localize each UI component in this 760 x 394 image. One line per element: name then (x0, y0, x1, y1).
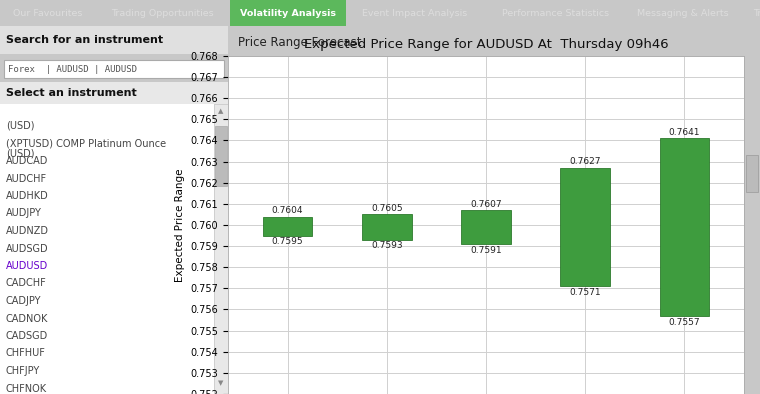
Bar (215, 126, 227, 186)
Text: AUDUSD: AUDUSD (6, 261, 48, 271)
Text: Messaging & Alerts: Messaging & Alerts (637, 9, 729, 17)
Text: (USD): (USD) (6, 121, 34, 131)
Text: Performance Statistics: Performance Statistics (502, 9, 609, 17)
Text: 0.7595: 0.7595 (272, 237, 303, 246)
Text: 0.7605: 0.7605 (371, 204, 403, 213)
Bar (0, 82, 228, 104)
Text: AUDHKD: AUDHKD (6, 191, 49, 201)
Text: 0.7627: 0.7627 (569, 157, 601, 166)
Text: AUDSGD: AUDSGD (6, 243, 49, 253)
Bar (263, 217, 312, 236)
Text: Our Favourites: Our Favourites (13, 9, 82, 17)
Text: AUDCAD: AUDCAD (6, 156, 49, 166)
Text: Event Impact Analysis: Event Impact Analysis (363, 9, 467, 17)
Text: CHFNOK: CHFNOK (6, 383, 47, 394)
Text: CHFHUF: CHFHUF (6, 349, 46, 359)
Text: AUDCHF: AUDCHF (6, 173, 47, 184)
Text: CADNOK: CADNOK (6, 314, 49, 323)
Text: AUDJPY: AUDJPY (6, 208, 42, 219)
Text: CADSGD: CADSGD (6, 331, 48, 341)
Text: Forex  | AUDUSD | AUDUSD: Forex | AUDUSD | AUDUSD (8, 65, 137, 74)
Text: Select an instrument: Select an instrument (6, 88, 137, 98)
Text: 0.7591: 0.7591 (470, 246, 502, 255)
Bar (461, 210, 511, 244)
Bar (4, 60, 224, 78)
Text: 0.7604: 0.7604 (272, 206, 303, 215)
Text: ▲: ▲ (218, 108, 223, 114)
Text: 0.7641: 0.7641 (669, 128, 700, 137)
Text: Volatility Analysis: Volatility Analysis (240, 9, 336, 17)
Text: 0.7571: 0.7571 (569, 288, 601, 297)
Bar (746, 155, 758, 191)
Text: CADCHF: CADCHF (6, 279, 47, 288)
Bar (560, 168, 610, 286)
Bar (362, 214, 412, 240)
Text: Trading Community: Trading Community (753, 9, 760, 17)
Text: 0.7557: 0.7557 (669, 318, 700, 327)
Bar (0, 104, 214, 394)
Title: Expected Price Range for AUDUSD At  Thursday 09h46: Expected Price Range for AUDUSD At Thurs… (304, 38, 668, 51)
Text: ▼: ▼ (218, 380, 223, 386)
Text: CADJPY: CADJPY (6, 296, 42, 306)
Bar (214, 104, 228, 394)
Text: Trading Opportunities: Trading Opportunities (111, 9, 214, 17)
Bar (230, 0, 346, 26)
Text: 0.7607: 0.7607 (470, 199, 502, 208)
Bar (0, 26, 228, 54)
Bar (660, 138, 709, 316)
Text: Search for an instrument: Search for an instrument (6, 35, 163, 45)
Text: (USD): (USD) (6, 149, 34, 158)
Y-axis label: Expected Price Range: Expected Price Range (175, 168, 185, 282)
Text: (XPTUSD) COMP Platinum Ounce: (XPTUSD) COMP Platinum Ounce (6, 139, 166, 149)
Text: CHFJPY: CHFJPY (6, 366, 40, 376)
Text: Price Range Forecast: Price Range Forecast (239, 36, 362, 49)
Text: 0.7593: 0.7593 (371, 242, 403, 251)
Text: AUDNZD: AUDNZD (6, 226, 49, 236)
